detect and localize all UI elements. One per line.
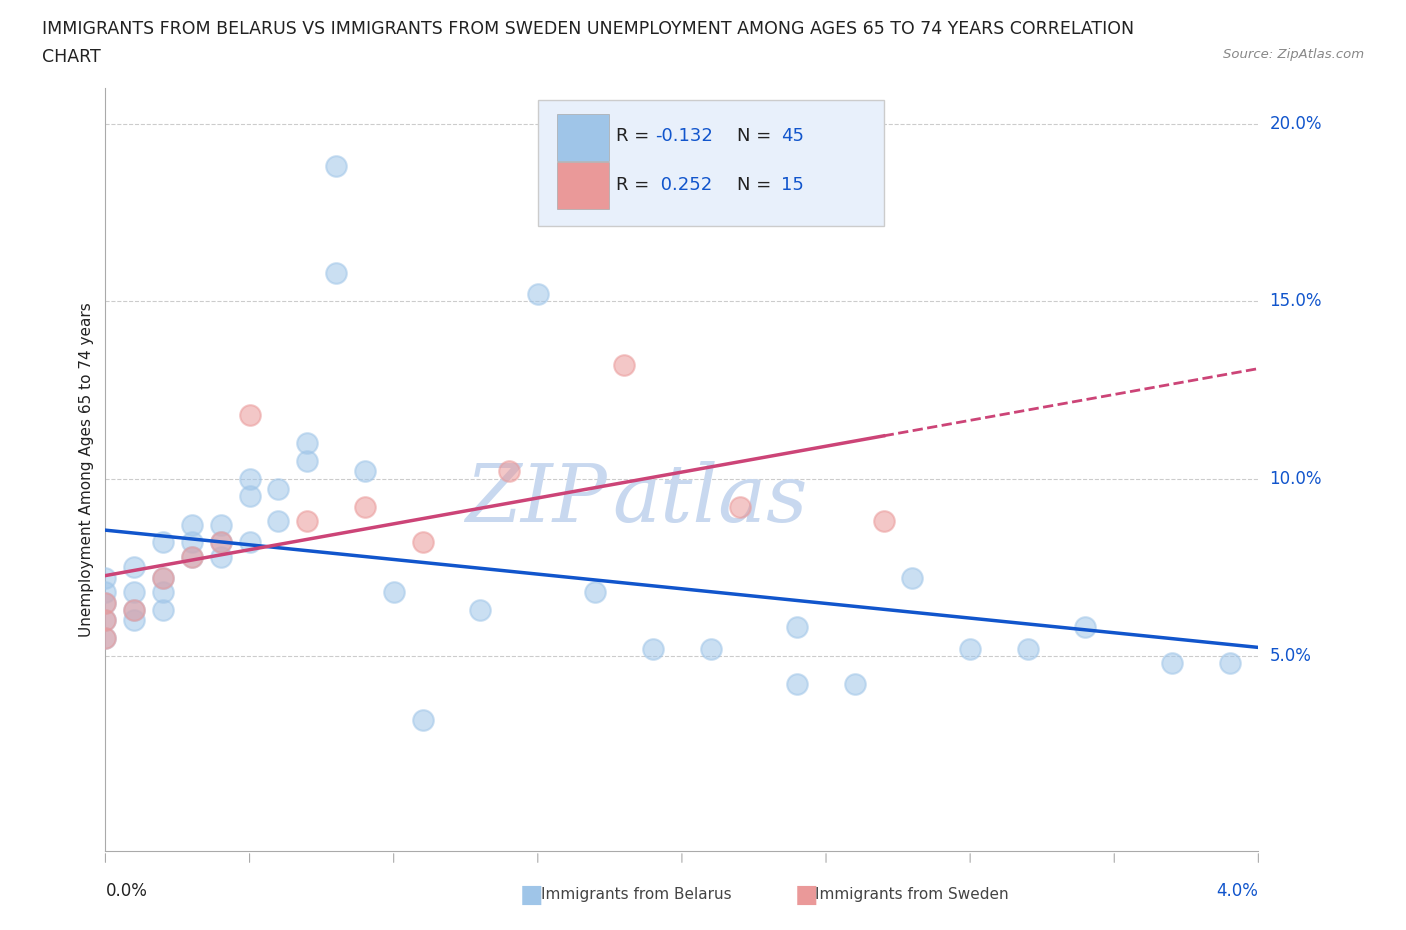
Point <box>411 535 433 550</box>
Point <box>297 453 319 468</box>
Y-axis label: Unemployment Among Ages 65 to 74 years: Unemployment Among Ages 65 to 74 years <box>79 302 94 637</box>
Text: -0.132: -0.132 <box>655 127 713 145</box>
Text: IMMIGRANTS FROM BELARUS VS IMMIGRANTS FROM SWEDEN UNEMPLOYMENT AMONG AGES 65 TO : IMMIGRANTS FROM BELARUS VS IMMIGRANTS FR… <box>42 20 1135 38</box>
Text: 10.0%: 10.0% <box>1270 470 1322 487</box>
Point <box>94 631 117 645</box>
Point <box>498 464 520 479</box>
Point <box>325 265 347 280</box>
Point <box>844 677 866 692</box>
Text: 0.252: 0.252 <box>655 176 713 194</box>
Point <box>180 549 204 564</box>
Point <box>124 560 146 575</box>
Text: CHART: CHART <box>42 48 101 66</box>
Point <box>267 513 290 528</box>
Point <box>94 631 117 645</box>
Point <box>901 570 924 585</box>
Text: 4.0%: 4.0% <box>1216 882 1258 899</box>
Point <box>1017 642 1039 657</box>
Text: Source: ZipAtlas.com: Source: ZipAtlas.com <box>1223 48 1364 61</box>
Point <box>124 613 146 628</box>
Text: N =: N = <box>737 176 778 194</box>
Point <box>209 535 232 550</box>
Point <box>468 603 492 618</box>
Point <box>152 585 174 600</box>
Point <box>124 603 146 618</box>
Point <box>152 570 174 585</box>
Point <box>959 642 981 657</box>
Point <box>124 603 146 618</box>
Text: 15: 15 <box>782 176 804 194</box>
Point <box>1074 620 1097 635</box>
Point <box>872 513 896 528</box>
Point <box>297 435 319 450</box>
Text: 45: 45 <box>782 127 804 145</box>
Text: 15.0%: 15.0% <box>1270 292 1322 311</box>
FancyBboxPatch shape <box>557 113 609 161</box>
Point <box>94 613 117 628</box>
Point <box>239 407 262 422</box>
Point <box>382 585 405 600</box>
Text: N =: N = <box>737 127 778 145</box>
Point <box>526 286 548 301</box>
FancyBboxPatch shape <box>538 100 884 226</box>
Point <box>1161 656 1184 671</box>
Point <box>700 642 723 657</box>
Point <box>585 585 607 600</box>
Point <box>152 570 174 585</box>
Text: atlas: atlas <box>613 461 808 538</box>
Text: R =: R = <box>616 127 655 145</box>
Text: ■: ■ <box>520 883 544 907</box>
Point <box>786 620 808 635</box>
Point <box>124 585 146 600</box>
Point <box>239 535 262 550</box>
Text: 0.0%: 0.0% <box>105 882 148 899</box>
Text: Immigrants from Sweden: Immigrants from Sweden <box>815 887 1010 902</box>
Point <box>728 499 751 514</box>
Point <box>94 595 117 610</box>
Point <box>94 585 117 600</box>
Point <box>613 357 636 372</box>
Text: ZIP: ZIP <box>465 461 607 538</box>
Point <box>180 517 204 532</box>
Point <box>209 535 232 550</box>
Point <box>641 642 665 657</box>
Point <box>1218 656 1241 671</box>
Text: 5.0%: 5.0% <box>1270 647 1312 665</box>
Point <box>94 613 117 628</box>
Text: R =: R = <box>616 176 655 194</box>
Point <box>297 513 319 528</box>
Point <box>267 482 290 497</box>
Text: Immigrants from Belarus: Immigrants from Belarus <box>541 887 733 902</box>
Point <box>152 603 174 618</box>
Point <box>180 549 204 564</box>
Point <box>354 464 377 479</box>
Point <box>786 677 808 692</box>
Point <box>354 499 377 514</box>
Point <box>180 535 204 550</box>
FancyBboxPatch shape <box>557 162 609 209</box>
Point <box>152 535 174 550</box>
Point <box>94 595 117 610</box>
Point <box>209 549 232 564</box>
Text: ■: ■ <box>794 883 818 907</box>
Point <box>411 712 433 727</box>
Point <box>239 472 262 486</box>
Point <box>325 159 347 174</box>
Point <box>239 489 262 504</box>
Text: 20.0%: 20.0% <box>1270 114 1322 133</box>
Point <box>94 570 117 585</box>
Point <box>209 517 232 532</box>
